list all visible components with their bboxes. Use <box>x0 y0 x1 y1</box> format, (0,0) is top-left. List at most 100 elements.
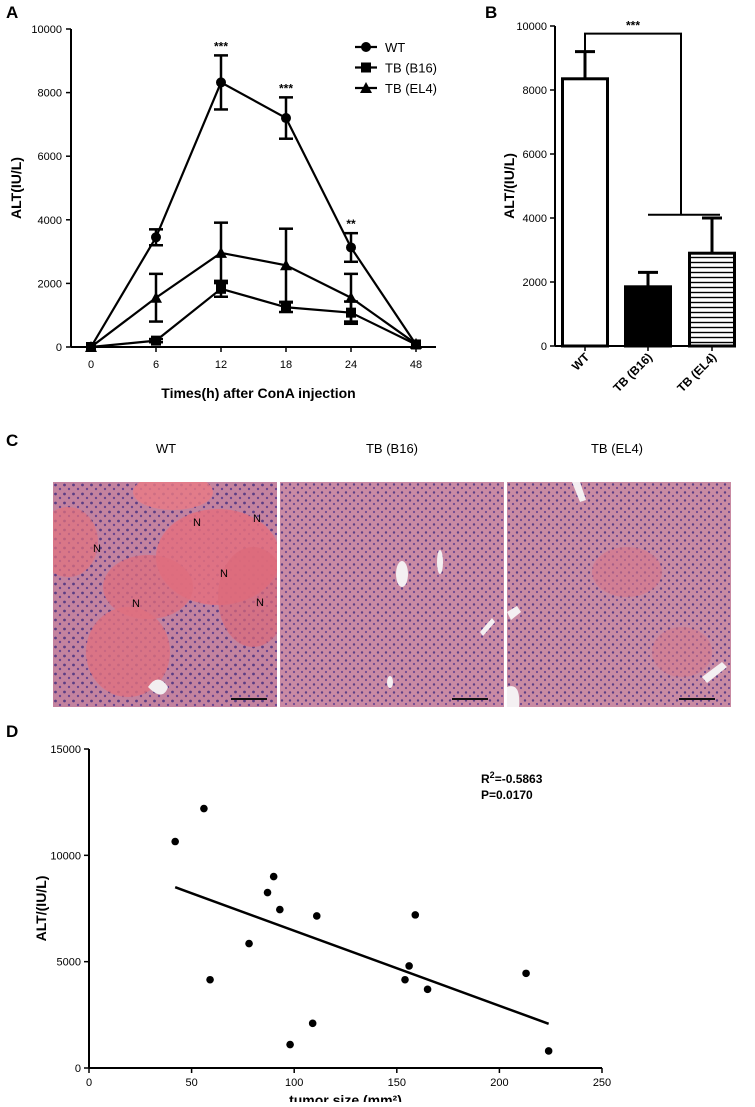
legend-marker <box>361 62 371 73</box>
data-point <box>200 804 208 813</box>
y-tick-label: 6000 <box>523 149 547 161</box>
x-tick-label: 18 <box>280 359 292 371</box>
x-axis-label: Times(h) after ConA injection <box>161 385 355 401</box>
histology-image-el4 <box>507 482 731 707</box>
histology-title-b16: TB (B16) <box>365 441 418 456</box>
y-tick-label: 4000 <box>38 215 62 227</box>
histology-title-el4: TB (EL4) <box>590 441 643 456</box>
series-line <box>90 251 417 348</box>
x-tick-label: 100 <box>285 1077 303 1089</box>
data-point <box>215 246 227 258</box>
necrosis-label: N <box>256 597 264 609</box>
x-tick-label: 250 <box>593 1077 611 1089</box>
y-tick-label: 10000 <box>31 24 62 36</box>
data-point <box>216 283 226 294</box>
y-axis-label: ALT/(IU/L) <box>501 153 517 219</box>
chart-a-line: 0 2000 4000 6000 8000 10000 0 6 12 18 24 48 Times(h)… <box>8 24 437 401</box>
x-tick-label: 12 <box>215 359 227 371</box>
x-tick-label: TB (B16) <box>610 350 655 395</box>
x-tick-label: 24 <box>345 359 357 371</box>
legend-label: TB (EL4) <box>385 81 437 96</box>
data-point <box>151 335 161 346</box>
data-point <box>405 962 413 970</box>
bar <box>624 285 672 348</box>
regression-line <box>174 886 550 1025</box>
necrosis-label: N <box>253 513 261 525</box>
legend-label: WT <box>385 40 405 55</box>
y-tick-label: 10000 <box>50 850 81 862</box>
data-point <box>286 1040 294 1049</box>
chart-b-bar: 0 2000 4000 6000 8000 10000 ALT/(IU/L) WT TB (B1… <box>501 19 736 395</box>
data-point <box>522 969 530 978</box>
significance-mark: *** <box>214 39 228 53</box>
data-point <box>150 291 162 303</box>
data-point <box>401 975 409 984</box>
data-point <box>206 975 214 984</box>
legend-marker <box>360 82 372 93</box>
x-tick-label: 200 <box>490 1077 508 1089</box>
x-tick-label: 0 <box>86 1077 92 1089</box>
data-point <box>151 232 161 243</box>
panel-label-b: B <box>485 3 498 22</box>
data-point <box>269 872 278 881</box>
series-line <box>90 80 417 348</box>
histology-image-wt: N N N N N N <box>53 482 277 707</box>
data-point <box>276 905 284 914</box>
y-tick-label: 0 <box>56 342 62 354</box>
necrosis-label: N <box>193 517 201 529</box>
x-tick-label: TB (EL4) <box>674 350 719 395</box>
significance-mark: *** <box>626 19 640 33</box>
series-line <box>90 287 417 349</box>
panel-label-a: A <box>6 3 19 22</box>
data-point <box>85 341 97 352</box>
y-tick-label: 5000 <box>57 957 81 969</box>
necrosis-label: N <box>93 543 101 555</box>
x-tick-label: 0 <box>88 359 94 371</box>
y-tick-label: 0 <box>75 1063 81 1075</box>
data-point <box>245 939 253 948</box>
data-point <box>312 912 321 920</box>
data-point <box>281 113 291 124</box>
y-tick-label: 2000 <box>523 277 547 289</box>
x-tick-label: 48 <box>410 359 422 371</box>
significance-mark: *** <box>279 81 293 95</box>
x-axis-label: tumor size (mm²) <box>289 1092 402 1102</box>
y-tick-label: 4000 <box>523 213 547 225</box>
data-point <box>345 291 357 303</box>
data-point <box>280 259 292 271</box>
data-point <box>346 242 356 253</box>
y-tick-label: 2000 <box>38 278 62 290</box>
y-axis-label: ALT(IU/L) <box>8 157 24 219</box>
y-axis-label: ALT/(IU/L) <box>33 876 49 942</box>
x-tick-label: WT <box>569 350 593 374</box>
x-tick-label: 150 <box>388 1077 406 1089</box>
r-squared-label: R2=-0.5863 <box>481 770 543 786</box>
y-tick-label: 8000 <box>523 85 547 97</box>
y-tick-label: 8000 <box>38 88 62 100</box>
bar <box>688 251 736 348</box>
significance-mark: ** <box>346 217 356 231</box>
y-tick-label: 10000 <box>516 21 547 33</box>
data-point <box>281 302 291 313</box>
data-point <box>308 1019 317 1028</box>
data-point <box>410 337 422 349</box>
necrosis-label: N <box>220 568 228 580</box>
data-point <box>216 77 226 88</box>
y-tick-label: 15000 <box>50 744 81 756</box>
data-point <box>423 985 432 994</box>
data-point <box>263 888 272 897</box>
legend-label: TB (B16) <box>385 61 437 76</box>
necrosis-label: N <box>132 598 140 610</box>
data-point <box>171 837 179 846</box>
y-tick-label: 0 <box>541 341 547 353</box>
significance-bracket <box>584 32 720 216</box>
histology-title-wt: WT <box>155 441 177 456</box>
histology-image-b16 <box>280 482 504 707</box>
bar <box>561 77 609 348</box>
p-value-label: P=0.0170 <box>481 788 533 802</box>
data-point <box>411 911 420 919</box>
panel-label-d: D <box>6 722 19 741</box>
x-tick-label: 6 <box>153 359 159 371</box>
y-tick-label: 6000 <box>38 151 62 163</box>
chart-d-scatter: 0 5000 10000 15000 0 50 100 150 200 250 ALT/(IU/L)… <box>33 744 611 1102</box>
